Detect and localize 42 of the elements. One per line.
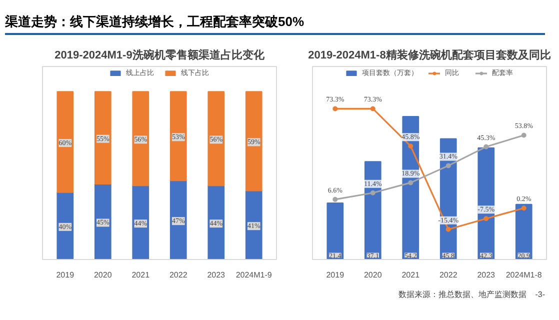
chart-title: 2019-2024M1-8精装修洗碗机配套项目套数及同比	[308, 48, 551, 62]
point	[408, 144, 414, 149]
x-tick-label: 2019	[326, 270, 345, 280]
x-tick-label: 2022	[439, 270, 458, 280]
bar	[170, 180, 187, 260]
bar	[56, 192, 74, 260]
point	[521, 206, 526, 211]
x-tick-label: 2020	[94, 270, 112, 280]
point	[521, 132, 526, 138]
x-tick-label: 2022	[169, 270, 188, 280]
x-tick-label: 2021	[132, 270, 150, 280]
bar	[245, 91, 262, 192]
bar	[56, 91, 74, 193]
text: 数据来源：推总数据、地产监测数据 -3-	[398, 290, 545, 299]
bar	[132, 91, 150, 186]
bar	[326, 202, 344, 260]
bar	[515, 204, 532, 260]
point	[484, 216, 489, 222]
bar	[245, 190, 262, 260]
x-tick-label: 2023	[477, 270, 496, 280]
point	[332, 196, 338, 202]
x-tick-label: 2024M1-8	[506, 270, 542, 280]
point	[484, 144, 489, 150]
x-tick-label: 2024M1-9	[236, 270, 272, 280]
point	[370, 190, 376, 196]
bar	[364, 161, 382, 260]
point	[446, 226, 451, 232]
point	[408, 180, 414, 186]
text: 渠道走势：线下渠道持续增长，工程配套率突破50%	[5, 13, 304, 31]
bar	[478, 147, 495, 260]
bar	[208, 91, 225, 186]
point	[446, 163, 451, 168]
x-tick-label: 2023	[207, 270, 226, 280]
x-tick-label: 2020	[364, 270, 382, 280]
bar	[170, 91, 187, 182]
x-tick-label: 2019	[56, 270, 75, 280]
x-tick-label: 2021	[402, 270, 420, 280]
bar	[208, 185, 225, 260]
chart-title: 2019-2024M1-9洗碗机零售额渠道占比变化	[54, 48, 266, 62]
bar	[132, 185, 150, 260]
bar	[94, 183, 112, 260]
bar	[94, 91, 112, 184]
